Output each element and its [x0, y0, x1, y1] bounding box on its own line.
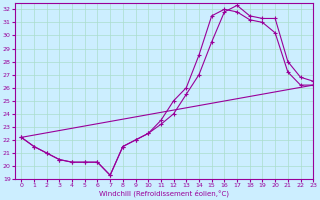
X-axis label: Windchill (Refroidissement éolien,°C): Windchill (Refroidissement éolien,°C)	[99, 190, 229, 197]
